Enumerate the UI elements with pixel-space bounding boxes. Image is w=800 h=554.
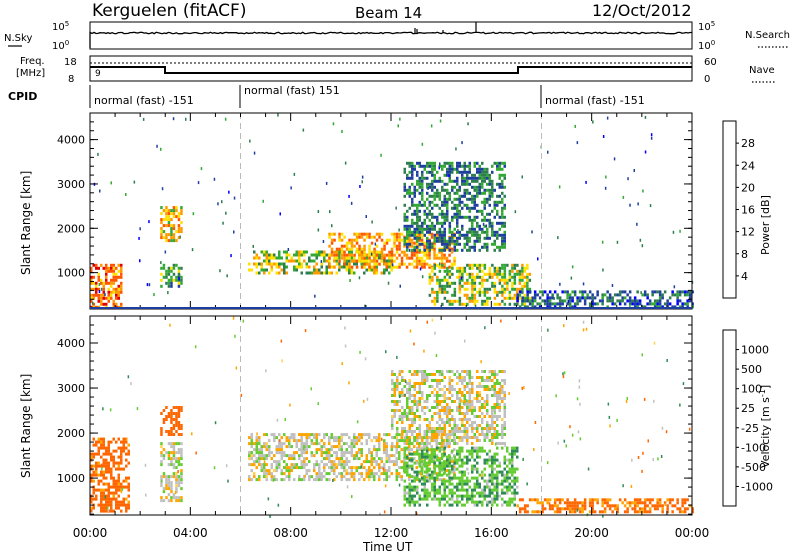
freq-trace [90,66,692,74]
power-colorbar-tick-2: 20 [741,181,755,194]
vel-region-0 [90,437,130,513]
xtick-label-5: 20:00 [574,526,609,540]
power-region-5 [403,161,506,252]
velocity-colorbar-tick-5: -100 [741,441,766,454]
cpid-segment-1: normal (fast) -151 [94,94,194,107]
nsearch-label: N.Search [745,30,790,41]
freq-tick-high: 18 [64,57,77,68]
xtick-label-6: 00:00 [675,526,710,540]
power-panel: 1000 2000 3000 4000 Slant Range [km] [19,112,694,310]
power-colorbar-tick-4: 12 [741,226,755,239]
power-colorbar-tick-1: 24 [741,159,755,172]
nave-label: Nave [749,65,775,76]
beam-title: Beam 14 [355,4,422,22]
power-region-0 [90,263,123,309]
nsky-tick-low: 100 [52,39,69,52]
velocity-panel: 1000 2000 3000 4000 Slant Range [km] [19,315,694,518]
nave-tick-low: 0 [704,74,710,85]
power-ytick-3: 4000 [57,134,85,147]
power-colorbar-label: Power [dB] [759,195,772,255]
power-ytick-2: 3000 [57,178,85,191]
power-region-4 [328,232,456,269]
velocity-colorbar-tick-6: -500 [741,461,766,474]
cpid-segment-3: normal (fast) -151 [545,94,645,107]
cpid-segment-2: normal (fast) 151 [244,84,340,97]
cpid-strip: CPID normal (fast) -151 normal (fast) 15… [8,84,645,108]
velocity-ylabel: Slant Range [km] [19,374,33,478]
nsky-label: N.Sky [4,33,32,44]
freq-strip: 9 18 8 60 0 Freq. [MHz] Nave [16,55,775,85]
velocity-colorbar-tick-0: 1000 [741,344,769,357]
power-colorbar-tick-3: 16 [741,204,755,217]
xtick-label-0: 00:00 [73,526,108,540]
cpid-label: CPID [8,90,37,103]
power-data [90,113,694,309]
xtick-label-2: 08:00 [273,526,308,540]
velocity-colorbar-label: Velocity [m s-1] [758,385,773,468]
power-ytick-0: 1000 [57,267,85,280]
xtick-label-1: 04:00 [173,526,208,540]
velocity-data [90,316,694,518]
station-title: Kerguelen (fitACF) [92,1,246,21]
nsearch-tick-low: 100 [698,39,715,52]
xtick-label-4: 16:00 [474,526,509,540]
vel-region-6 [516,498,694,514]
freq-tick-low: 8 [68,74,74,85]
vel-ytick-2: 3000 [57,382,85,395]
vel-scatter-noise [100,316,691,518]
power-region-7 [516,290,694,309]
vel-region-5 [403,446,519,507]
power-colorbar-tick-0: 28 [741,137,755,150]
vel-ytick-3: 4000 [57,337,85,350]
freq-unit-label: [MHz] [16,68,45,79]
power-colorbar: 28 24 20 16 12 8 4 Power [dB] [722,120,772,299]
nsearch-tick-high: 105 [698,20,715,33]
freq-label: Freq. [20,56,45,67]
power-ytick-1: 2000 [57,222,85,235]
velocity-ticks: 1000 2000 3000 4000 [57,315,693,515]
velocity-cpid-lines [240,316,542,515]
velocity-colorbar-tick-7: -1000 [741,480,773,493]
power-region-1 [160,206,183,243]
velocity-colorbar-tick-3: 25 [741,402,755,415]
nsky-tick-high: 105 [52,20,69,33]
power-scatter-noise [91,113,694,308]
power-colorbar-tick-6: 4 [741,270,748,283]
vel-region-2 [160,442,183,503]
power-ticks: 1000 2000 3000 4000 [57,112,693,309]
vel-region-1 [160,406,183,436]
nave-value: 9 [95,69,101,79]
x-axis-label: Time UT [362,540,413,554]
power-region-6 [428,263,532,306]
velocity-colorbar: 1000 500 100 25 -25 -100 -500 -1000 Velocity [m… [722,329,773,507]
date-title: 12/Oct/2012 [592,1,692,20]
vel-ytick-1: 2000 [57,427,85,440]
nsky-trace [89,31,692,48]
nsky-strip: 105 100 105 100 N.Sky N.Search [4,20,790,52]
nave-tick-high: 60 [704,57,717,68]
vel-ytick-0: 1000 [57,472,85,485]
power-cpid-lines [240,113,542,309]
xtick-label-3: 12:00 [374,526,409,540]
power-colorbar-tick-5: 8 [741,248,748,261]
power-ylabel: Slant Range [km] [19,171,33,275]
power-region-2 [160,263,183,288]
velocity-colorbar-tick-2: 100 [741,383,762,396]
velocity-colorbar-tick-1: 500 [741,363,762,376]
velocity-colorbar-tick-4: -25 [741,422,759,435]
x-tick-labels: 00:00 04:00 08:00 12:00 16:00 20:00 00:00 [73,526,710,540]
